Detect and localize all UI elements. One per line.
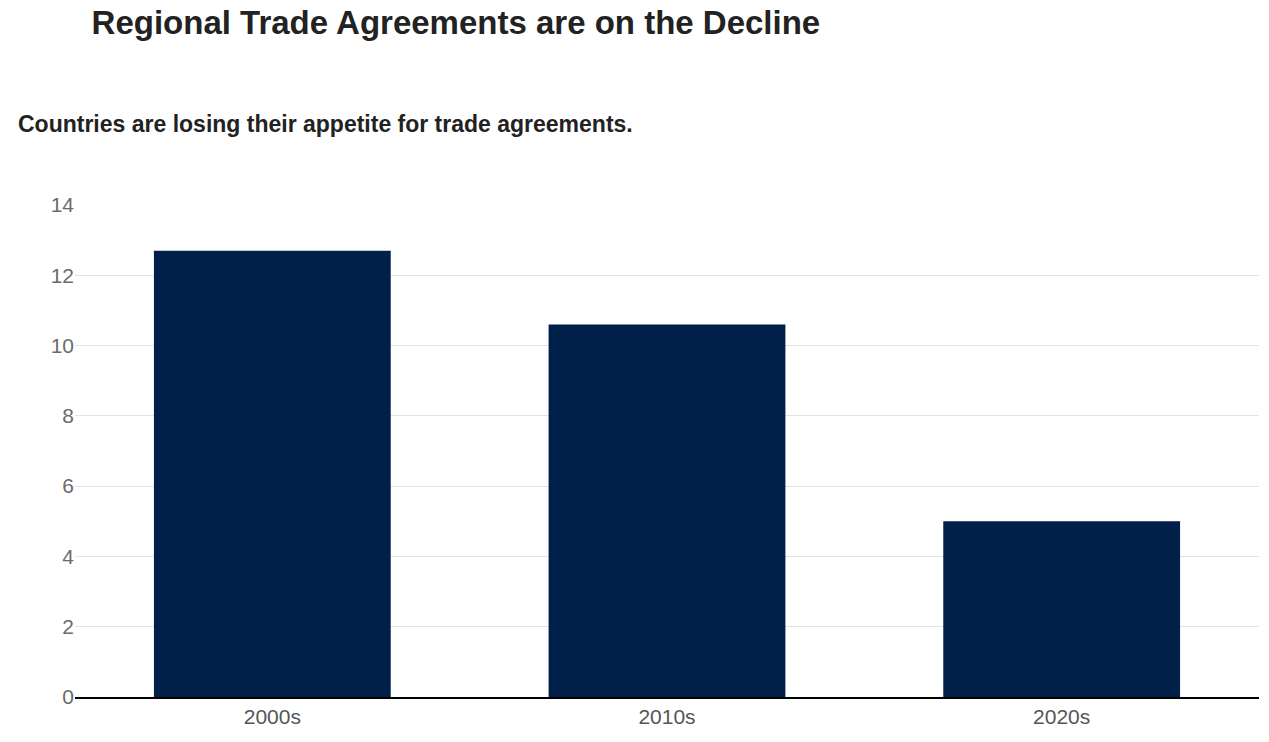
svg-text:2020s: 2020s [1033, 705, 1090, 728]
svg-text:8: 8 [62, 404, 74, 427]
svg-text:4: 4 [62, 545, 74, 568]
svg-text:6: 6 [62, 474, 74, 497]
svg-text:14: 14 [51, 193, 75, 216]
svg-text:12: 12 [51, 264, 74, 287]
svg-text:0: 0 [62, 685, 74, 708]
svg-text:2000s: 2000s [244, 705, 301, 728]
svg-text:2: 2 [62, 615, 74, 638]
svg-text:2010s: 2010s [638, 705, 695, 728]
svg-text:Regional Trade Agreements are: Regional Trade Agreements are on the Dec… [92, 4, 821, 41]
svg-text:Countries are losing their app: Countries are losing their appetite for … [18, 111, 633, 137]
svg-text:10: 10 [51, 334, 74, 357]
